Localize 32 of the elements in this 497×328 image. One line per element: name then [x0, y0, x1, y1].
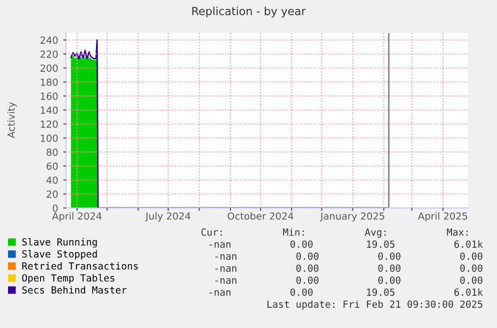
- y-tick-label: 20: [46, 190, 58, 198]
- chart-title: Replication - by year: [192, 6, 306, 18]
- text: -nan 0.00 19.05 6.01k: [210, 288, 483, 296]
- text: Last update: Fri Feb 21 09:30:00 2025: [267, 300, 482, 310]
- y-tick-label: 160: [40, 92, 58, 100]
- y-tick-label: 60: [46, 162, 58, 170]
- text: -nan 0.00 0.00 0.00: [215, 252, 482, 260]
- legend-label: Secs Behind Master: [22, 286, 127, 294]
- x-tick-label: April 2024: [52, 212, 102, 222]
- legend-label: Open Temp Tables: [22, 274, 114, 284]
- y-tick-label: 140: [40, 106, 58, 114]
- y-tick-label: 180: [40, 78, 58, 86]
- x-tick-label: January 2025: [320, 212, 384, 222]
- y-tick-label: 80: [46, 148, 58, 156]
- y-axis-title: Activity: [7, 102, 17, 138]
- text: Cur: Min: Avg: Max:: [201, 228, 468, 238]
- y-tick-label: 40: [46, 176, 58, 184]
- x-tick-label: July 2024: [145, 212, 190, 222]
- y-tick-label: 220: [40, 50, 58, 58]
- x-tick-label: April 2025: [418, 212, 468, 222]
- text: -nan 0.00 19.05 6.01k: [210, 240, 483, 248]
- legend-label: Slave Running: [22, 238, 97, 248]
- legend-label: Retried Transactions: [22, 262, 138, 270]
- y-tick-label: 200: [40, 64, 58, 72]
- y-tick-label: 100: [40, 134, 58, 142]
- x-tick-label: October 2024: [228, 212, 294, 220]
- y-tick-label: 120: [40, 120, 58, 128]
- y-tick-label: 0: [52, 204, 58, 212]
- text: -nan 0.00 0.00 0.00: [215, 264, 482, 272]
- text: -nan 0.00 0.00 0.00: [215, 276, 482, 284]
- y-tick-label: 240: [40, 36, 58, 44]
- legend-label: Slave Stopped: [22, 250, 97, 260]
